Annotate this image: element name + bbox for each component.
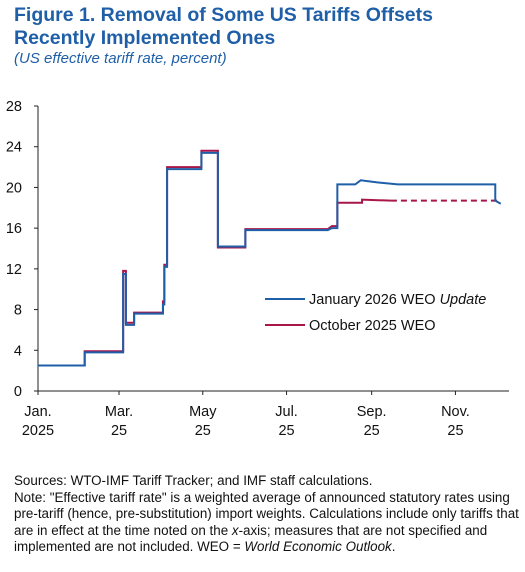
- y-tick-label: 4: [14, 343, 22, 359]
- chart-title: Figure 1. Removal of Some US Tariffs Off…: [14, 4, 433, 49]
- chart-notes: Sources: WTO-IMF Tariff Tracker; and IMF…: [14, 473, 519, 556]
- y-tick-label: 20: [6, 180, 22, 196]
- x-tick-label: Mar.: [105, 404, 133, 420]
- legend-label-january-2026: January 2026 WEO Update: [309, 292, 486, 308]
- legend-label-october-2025: October 2025 WEO: [309, 318, 436, 334]
- series-line-january-2026-weo-update: [38, 151, 502, 367]
- y-tick-label: 24: [6, 140, 22, 156]
- x-tick-label: Nov.: [441, 404, 470, 420]
- note-text: Note: "Effective tariff rate" is a weigh…: [14, 489, 519, 555]
- x-tick-label: Jan.: [24, 404, 51, 420]
- x-tick-label: 25: [195, 423, 211, 439]
- sources-text: Sources: WTO-IMF Tariff Tracker; and IMF…: [14, 473, 373, 488]
- y-tick-label: 28: [6, 99, 22, 115]
- x-tick-label: 25: [111, 423, 127, 439]
- tariff-line-chart: 0 4 8 12 16 20 24 28 Jan. 2025 Mar. 25 May 25 Jul. 25 Se…: [6, 99, 509, 439]
- x-tick-label: May: [189, 404, 217, 420]
- y-tick-label: 0: [14, 384, 22, 400]
- x-tick-label: 25: [364, 423, 380, 439]
- x-tick-label: 25: [278, 423, 294, 439]
- x-tick-label: Sep.: [357, 404, 387, 420]
- x-tick-label: 2025: [22, 423, 54, 439]
- chart-subtitle: (US effective tariff rate, percent): [14, 50, 227, 67]
- y-tick-label: 16: [6, 221, 22, 237]
- y-tick-label: 12: [6, 262, 22, 278]
- y-tick-label: 8: [14, 303, 22, 319]
- x-tick-label: 25: [447, 423, 463, 439]
- x-tick-label: Jul.: [275, 404, 298, 420]
